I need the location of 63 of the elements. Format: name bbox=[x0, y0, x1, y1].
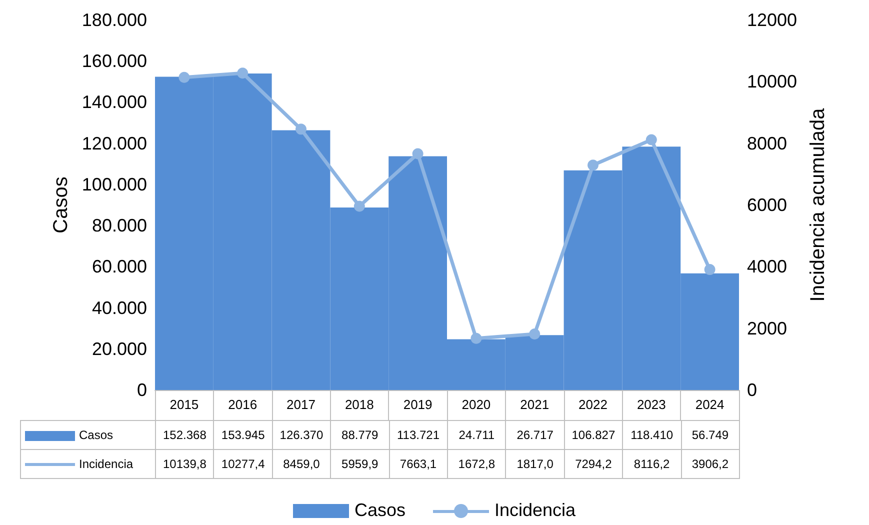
point bbox=[529, 328, 540, 340]
data-label: 1817,0 bbox=[506, 450, 564, 478]
data-label: 26.717 bbox=[506, 420, 564, 450]
point bbox=[296, 124, 306, 135]
x-tick-label: 2018 bbox=[344, 397, 374, 412]
x-tick-label: 2020 bbox=[462, 397, 491, 412]
point bbox=[646, 134, 657, 146]
data-label: 24.711 bbox=[447, 420, 506, 450]
point bbox=[354, 200, 365, 212]
y2-tick-label: 4000 bbox=[747, 256, 788, 277]
y-tick-label: 180.000 bbox=[82, 10, 147, 30]
x-tick-label: 2021 bbox=[520, 397, 550, 412]
data-label: 152.368 bbox=[156, 420, 214, 450]
point bbox=[412, 148, 424, 160]
y-axis-title: Casos bbox=[50, 176, 72, 234]
y-tick-label: 60.000 bbox=[92, 256, 147, 277]
y2-tick-label: 12000 bbox=[747, 10, 798, 30]
x-tick-label: 2019 bbox=[403, 397, 432, 412]
data-label: 118.410 bbox=[622, 420, 682, 450]
data-label: 106.827 bbox=[564, 420, 623, 450]
y2-tick-label: 0 bbox=[747, 380, 758, 400]
data-label: 1672,8 bbox=[447, 450, 506, 478]
x-tick-label: 2024 bbox=[695, 397, 724, 412]
data-label: 88.779 bbox=[330, 420, 390, 450]
data-label: 7294,2 bbox=[564, 450, 623, 478]
point bbox=[704, 264, 716, 276]
legend-label: Incidencia bbox=[20, 450, 156, 478]
x-tick-label: 2016 bbox=[228, 397, 258, 412]
legend-label: Casos bbox=[20, 420, 156, 450]
y2-tick-label: 2000 bbox=[747, 318, 788, 338]
data-label: 8116,2 bbox=[622, 450, 682, 478]
y-tick-label: 140.000 bbox=[82, 92, 147, 112]
data-label: 113.721 bbox=[389, 420, 448, 450]
y-tick-label: 40.000 bbox=[92, 298, 147, 318]
x-tick-label: 2023 bbox=[636, 397, 666, 412]
y-tick-label: 120.000 bbox=[82, 133, 147, 154]
y2-axis-title: Incidencia acumulada bbox=[806, 107, 829, 302]
y2-tick-label: 10000 bbox=[747, 72, 798, 92]
data-label: 126.370 bbox=[272, 420, 331, 450]
data-label: 56.749 bbox=[681, 420, 740, 450]
point bbox=[588, 160, 598, 171]
x-tick-label: 2022 bbox=[578, 397, 608, 412]
data-label: 3906,2 bbox=[681, 450, 740, 478]
data-label: 7663,1 bbox=[389, 450, 448, 478]
data-label: 10139,8 bbox=[156, 450, 214, 478]
y2-tick-label: 8000 bbox=[747, 133, 788, 154]
y-tick-label: 80.000 bbox=[92, 216, 147, 236]
x-tick-label: 2015 bbox=[170, 397, 199, 412]
y-tick-label: 20.000 bbox=[92, 338, 147, 359]
x-tick-label: 2017 bbox=[286, 397, 316, 412]
text: Incidencia bbox=[494, 500, 576, 520]
point bbox=[470, 332, 482, 344]
data-label: 5959,9 bbox=[330, 450, 390, 478]
y-tick-label: 100.000 bbox=[82, 174, 147, 194]
data-label: 153.945 bbox=[214, 420, 272, 450]
text: Casos bbox=[354, 500, 406, 520]
data-label: 10277,4 bbox=[214, 450, 272, 478]
y-tick-label: 160.000 bbox=[82, 51, 147, 72]
point bbox=[178, 72, 190, 83]
y2-tick-label: 6000 bbox=[747, 195, 788, 215]
y-tick-label: 0 bbox=[136, 380, 147, 400]
point bbox=[237, 68, 248, 79]
data-label: 8459,0 bbox=[272, 450, 331, 478]
